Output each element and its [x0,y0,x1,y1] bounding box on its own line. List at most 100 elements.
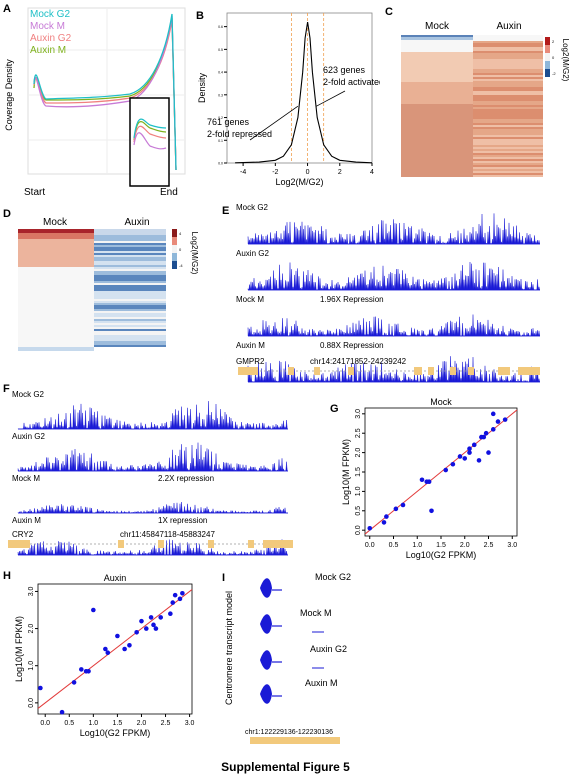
data-point-8 [122,646,127,652]
legend-mock-m: Mock M [30,21,65,32]
data-point-9 [127,642,132,648]
data-point-16 [476,458,482,463]
heatmap-c-auxin-row [473,105,543,107]
heatmap-c-auxin-row [473,111,543,113]
panel-i-centromere: Centromere transcript model Mock G2 Mock… [224,572,351,744]
heatmap-c-auxin-row [473,71,543,73]
data-point-12 [462,456,468,461]
gene-coords: chr11:45847118-45883247 [120,530,215,539]
heatmap-c-auxin-row [473,167,543,169]
heatmap-d-auxin-row [94,331,166,333]
heatmap-c-auxin-row [473,125,543,127]
legend-auxin-g2: Auxin G2 [30,33,72,44]
arrow-activated [316,90,346,107]
heatmap-c-auxin-row [473,107,543,109]
heatmap-c-auxin-row [473,87,543,89]
heatmap-d-auxin-row [94,283,166,285]
heatmap-d-auxin-row [94,251,166,253]
panel-d-col-mock: Mock [43,217,68,228]
svg-text:-4: -4 [179,263,183,268]
y-tick-label-6: 3.0 [355,409,362,419]
heatmap-d-auxin-row [94,261,166,263]
heatmap-d-auxin-row [94,289,166,291]
heatmap-c-auxin-row [473,155,543,157]
x-tick-label-2: 1.0 [412,542,422,549]
panel-letter-b: B [196,10,204,22]
data-point-9 [443,467,449,473]
data-point-11 [139,618,144,624]
heatmap-d-auxin-row [94,257,166,259]
svg-text:-2: -2 [552,71,556,76]
panel-a-coverage-plot: Coverage Density Start End Mock G2 Mock … [4,7,186,198]
panel-g-scatter-mock: Mock 0.0 0.5 1.0 1.5 2.0 2.5 3.0 0.0 0.5 1.0 1.5 2.0… [341,397,518,560]
heatmap-c-auxin-row [473,93,543,95]
y-tick-label-3: 3.0 [28,586,35,596]
heatmap-d-auxin-row [94,253,166,255]
heatmap-c-auxin-row [473,149,543,151]
data-point-10 [134,629,139,635]
panel-f-genome-tracks: Mock G2 Auxin G2 Mock M 2.2X repression Auxi… [8,390,293,556]
y-tick-label-0: 0.0 [28,698,35,708]
data-point-10 [450,461,456,467]
heatmap-c-auxin-row [473,137,543,139]
heatmap-c-auxin-row [473,131,543,133]
panel-letter-h: H [3,570,11,582]
heatmap-c-auxin-row [473,69,543,71]
heatmap-c-auxin-row [473,151,543,153]
gene-exon-2 [314,367,320,375]
y-axis-label: Density [197,72,207,103]
heatmap-c-auxin-row [473,45,543,47]
heatmap-c-auxin-row [473,145,543,147]
violin-0 [260,578,272,598]
y-tick-label-1: 0.5 [355,506,362,516]
data-point-12 [143,626,149,631]
heatmap-d-mock-block-1 [18,233,94,239]
heatmap-d-auxin-row [94,339,166,341]
heatmap-c-auxin-row [473,97,543,99]
heatmap-d-auxin-row [94,291,166,293]
heatmap-d-auxin-row [94,275,166,277]
data-point-20 [177,596,183,602]
gene-exon-9 [518,367,540,375]
violin-3 [260,684,272,704]
heatmap-d-auxin-row [94,303,166,305]
heatmap-c-auxin-row [473,51,543,53]
heatmap-d-auxin-row [94,265,166,267]
heatmap-d-auxin-row [94,301,166,303]
heatmap-d-auxin-row [94,319,166,321]
heatmap-c-mock-block-3 [401,52,473,82]
heatmap-c-auxin-row [473,75,543,77]
heatmap-d-auxin-row [94,315,166,317]
track-label-3: Auxin M [236,341,265,350]
heatmap-c-auxin-row [473,175,543,177]
gene-exon-5 [428,367,434,375]
heatmap-d-auxin-row [94,229,166,231]
annotation-repressed-1: 761 genes [207,117,250,127]
panel-i-label-2: Auxin G2 [310,644,347,654]
heatmap-c-auxin-row [473,91,543,93]
y-tick-label-0: 0.0 [218,162,223,166]
y-tick-label-4: 0.4 [218,71,223,75]
heatmap-d-auxin-row [94,259,166,261]
x-tick-label-6: 3.0 [507,542,517,549]
heatmap-c-auxin-row [473,153,543,155]
heatmap-d-auxin-row [94,333,166,335]
heatmap-d-auxin-row [94,241,166,243]
legend-mock-g2: Mock G2 [30,9,70,20]
heatmap-d-mock-block-4 [18,347,94,351]
x-tick-label-0: 0.0 [365,542,375,549]
heatmap-d-auxin-row [94,239,166,241]
data-point-14 [151,622,156,628]
gene-exon-4 [414,367,422,375]
x-axis-label: Log10(G2 FPKM) [80,728,151,738]
heatmap-d-auxin-row [94,295,166,297]
heatmap-d-mock-block-0 [18,229,94,233]
track-label-0: Mock G2 [236,203,269,212]
heatmap-d-auxin-row [94,237,166,239]
heatmap-d-auxin-row [94,343,166,345]
data-point-6 [105,650,111,656]
heatmap-d-auxin-row [94,249,166,251]
heatmap-d-auxin-row [94,293,166,295]
data-point-0 [367,525,373,531]
data-point-19 [172,592,178,598]
